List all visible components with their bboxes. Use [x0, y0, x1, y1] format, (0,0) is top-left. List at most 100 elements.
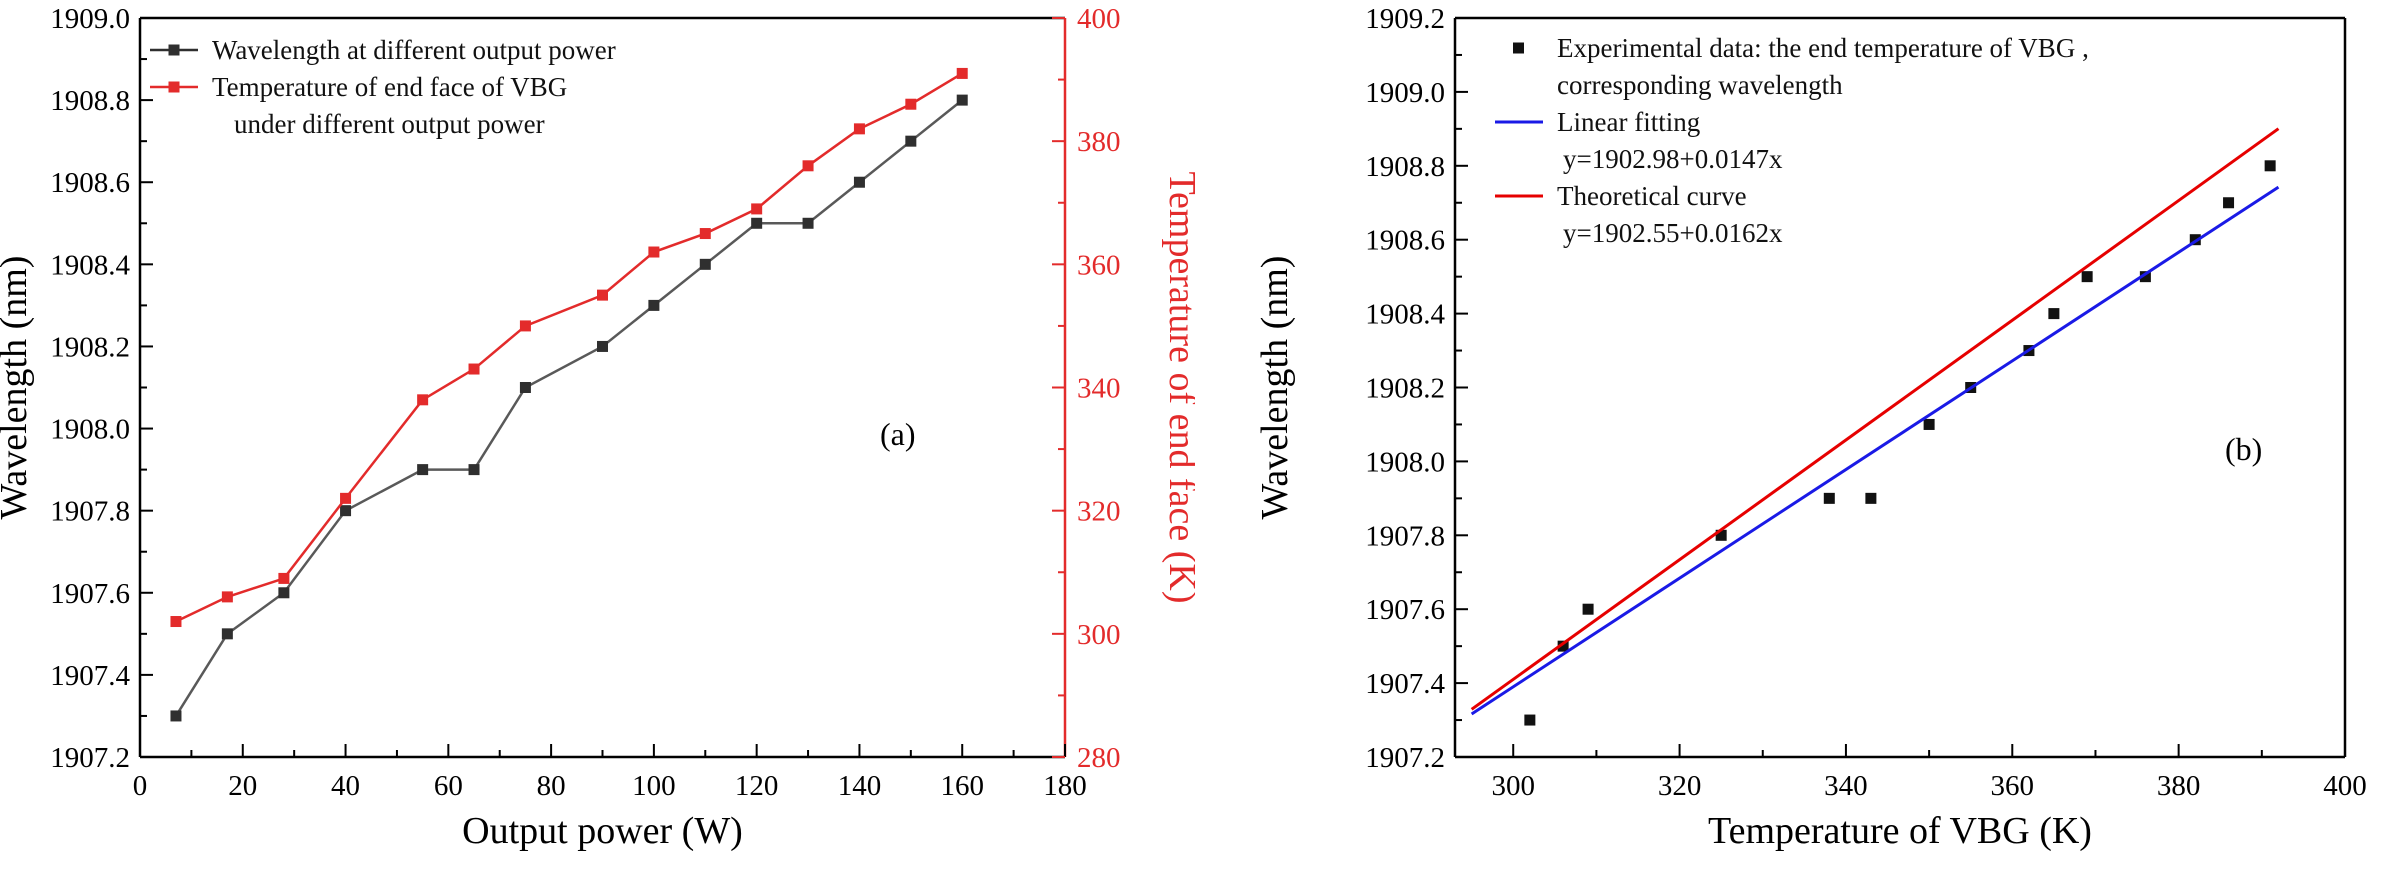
marker-experimental-data — [2139, 271, 2151, 283]
marker-wavelength-vs-power — [751, 217, 763, 229]
marker-experimental-data — [1865, 492, 1877, 504]
marker-wavelength-vs-power — [170, 710, 182, 722]
legend-text: y=1902.98+0.0147x — [1563, 144, 1783, 174]
legend-text: under different output power — [234, 109, 545, 139]
y-tick-label-left: 1907.8 — [50, 496, 130, 528]
panel-b-chart: 300 320 340 360 380 400 1907.2 1907.4 1907.6 1907… — [1254, 3, 2367, 852]
marker-wavelength-vs-power — [221, 628, 233, 640]
marker-temperature-vs-power — [597, 289, 608, 301]
marker-wavelength-vs-power — [597, 340, 608, 352]
y-tick-label-right: 360 — [1077, 249, 1121, 281]
marker-temperature-vs-power — [417, 394, 429, 406]
marker-experimental-data — [1923, 418, 1935, 430]
y-tick-label-left: 1908.8 — [50, 85, 130, 117]
x-tick-label: 180 — [1043, 770, 1087, 802]
series-line-wavelength-vs-power — [174, 99, 964, 717]
y-axis-title-left: Wavelength (nm) — [0, 256, 35, 520]
marker-wavelength-vs-power — [956, 94, 968, 106]
y-tick-label-left: 1907.6 — [1365, 594, 1445, 626]
y-axis-title-right: Temperature of end face (K) — [1161, 172, 1195, 604]
y-tick-label-left: 1908.6 — [1365, 225, 1445, 257]
series-line-temperature-vs-power — [175, 72, 963, 623]
y-tick-label-left: 1907.4 — [50, 660, 130, 692]
marker-wavelength-vs-power — [278, 587, 290, 599]
x-tick-label: 40 — [331, 770, 360, 802]
panel-a-chart: 0 20 40 60 80 100 120 140 160 180 1907.2 1907.4 1907… — [0, 3, 1203, 852]
marker-wavelength-vs-power — [648, 299, 660, 311]
marker-wavelength-vs-power — [802, 217, 814, 229]
marker-temperature-vs-power — [519, 320, 531, 332]
marker-wavelength-vs-power — [417, 464, 429, 476]
x-tick-label: 140 — [838, 770, 882, 802]
y-tick-label-right: 320 — [1077, 496, 1121, 528]
x-tick-label: 400 — [2323, 770, 2367, 802]
legend-square-swatch — [168, 44, 180, 56]
marker-temperature-vs-power — [170, 616, 182, 628]
marker-wavelength-vs-power — [468, 464, 480, 476]
marker-temperature-vs-power — [340, 492, 352, 504]
marker-experimental-data — [2264, 160, 2276, 172]
legend-text: Linear fitting — [1557, 107, 1700, 137]
legend-square-swatch — [168, 81, 180, 93]
x-tick-label: 100 — [632, 770, 676, 802]
x-tick-label: 300 — [1491, 770, 1535, 802]
legend-text: Wavelength at different output power — [212, 35, 616, 65]
marker-experimental-data — [1823, 492, 1835, 504]
y-tick-label-right: 400 — [1077, 3, 1121, 35]
y-tick-label-right: 300 — [1077, 619, 1121, 651]
x-tick-label: 340 — [1824, 770, 1868, 802]
y-tick-label-left: 1909.0 — [1365, 77, 1445, 109]
y-tick-label-left: 1909.2 — [1365, 3, 1445, 35]
y-tick-label-left: 1908.0 — [1365, 446, 1445, 478]
x-tick-label: 0 — [133, 770, 148, 802]
marker-experimental-data — [1524, 714, 1536, 726]
marker-wavelength-vs-power — [340, 505, 352, 517]
y-axis-title-left: Wavelength (nm) — [1254, 256, 1296, 520]
legend-text: Experimental data: the end temperature o… — [1557, 33, 2089, 63]
panel-label: (b) — [2225, 431, 2262, 467]
y-tick-label-left: 1908.0 — [50, 414, 130, 446]
marker-wavelength-vs-power — [853, 176, 865, 188]
marker-temperature-vs-power — [278, 572, 290, 584]
marker-wavelength-vs-power — [905, 135, 917, 147]
marker-temperature-vs-power — [956, 67, 968, 79]
legend-text: y=1902.55+0.0162x — [1563, 218, 1783, 248]
x-tick-label: 120 — [735, 770, 779, 802]
y-tick-label-left: 1908.2 — [1365, 373, 1445, 405]
x-axis-title: Output power (W) — [462, 810, 743, 852]
marker-temperature-vs-power — [468, 363, 480, 375]
x-tick-label: 80 — [537, 770, 566, 802]
marker-temperature-vs-power — [905, 98, 917, 110]
series-linear-fitting — [1470, 185, 2280, 716]
marker-temperature-vs-power — [751, 203, 763, 215]
y-tick-label-left: 1908.8 — [1365, 151, 1445, 183]
y-tick-label-left: 1907.6 — [50, 578, 130, 610]
legend-square-swatch — [1513, 42, 1524, 54]
x-tick-label: 60 — [434, 770, 463, 802]
legend-text: Temperature of end face of VBG — [212, 72, 567, 102]
x-tick-label: 380 — [2157, 770, 2201, 802]
marker-temperature-vs-power — [221, 591, 233, 603]
chart-panel-b: 300 320 340 360 380 400 1907.2 1907.4 1907.6 1907… — [1195, 0, 2385, 884]
marker-experimental-data — [1557, 640, 1569, 652]
x-tick-label: 360 — [1991, 770, 2035, 802]
series-theoretical-curve — [1470, 127, 2280, 711]
marker-experimental-data — [1715, 529, 1727, 541]
marker-experimental-data — [2048, 308, 2060, 320]
y-tick-label-left: 1907.2 — [1365, 742, 1445, 774]
legend-text: Theoretical curve — [1557, 181, 1747, 211]
y-tick-label-right: 340 — [1077, 373, 1121, 405]
marker-experimental-data — [1582, 603, 1594, 615]
marker-temperature-vs-power — [699, 228, 711, 240]
marker-wavelength-vs-power — [519, 382, 531, 393]
y-tick-label-left: 1908.4 — [1365, 299, 1445, 331]
y-tick-label-left: 1908.4 — [50, 249, 130, 281]
legend-text: corresponding wavelength — [1557, 70, 1843, 100]
x-tick-label: 320 — [1658, 770, 1702, 802]
x-tick-label: 20 — [228, 770, 257, 802]
marker-temperature-vs-power — [802, 160, 814, 172]
marker-experimental-data — [2223, 197, 2235, 209]
y-tick-label-left: 1908.6 — [50, 167, 130, 199]
y-tick-label-right: 280 — [1077, 742, 1121, 774]
